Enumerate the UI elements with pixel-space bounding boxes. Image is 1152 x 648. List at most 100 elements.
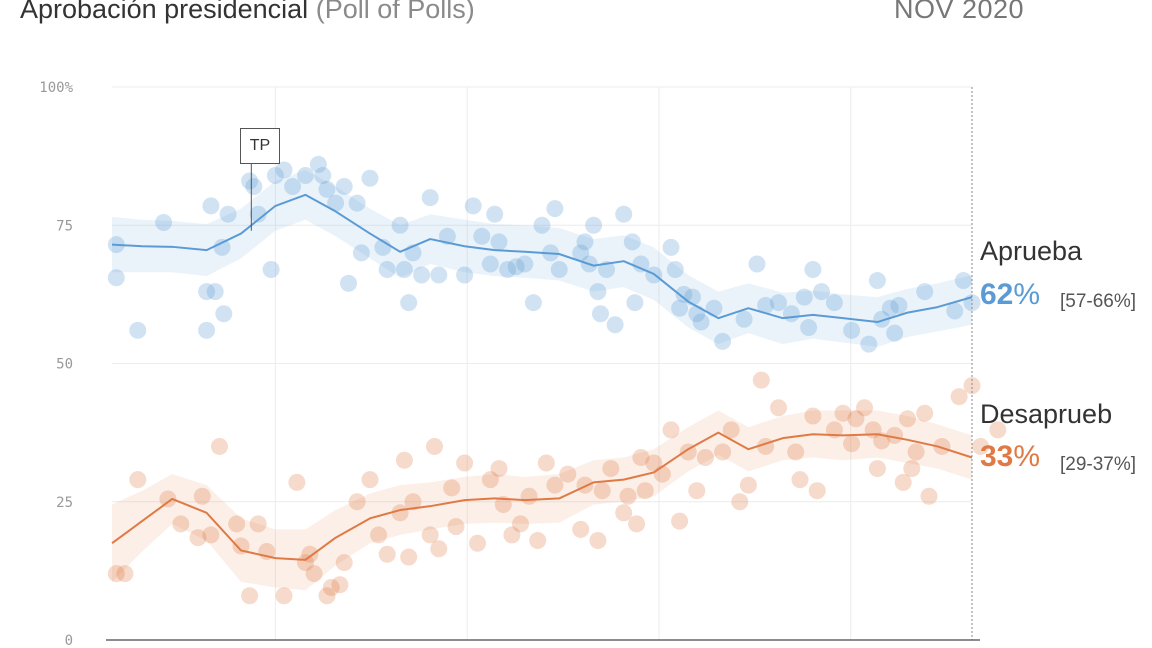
disapprove-poll-point-89 xyxy=(916,404,934,422)
tp-annotation: TP xyxy=(240,128,280,164)
approve-trend-line xyxy=(111,193,973,324)
approve-poll-point-55 xyxy=(585,216,603,234)
y-tick-label-50: 50 xyxy=(56,357,73,373)
approve-poll-point-31 xyxy=(395,260,413,278)
approve-poll-point-0 xyxy=(107,269,125,287)
disapprove-poll-point-7 xyxy=(202,526,220,544)
approve-poll-point-9 xyxy=(213,238,231,256)
confidence-bands xyxy=(112,169,972,591)
disapprove-poll-point-25 xyxy=(370,526,388,544)
approve-poll-point-53 xyxy=(576,233,594,251)
disapprove-poll-point-61 xyxy=(671,512,689,530)
disapprove-poll-point-28 xyxy=(395,451,413,469)
disapprove-poll-point-75 xyxy=(808,482,826,500)
disapprove-poll-point-67 xyxy=(731,493,749,511)
approve-poll-point-21 xyxy=(318,180,336,198)
disapprove-trend-line xyxy=(111,431,973,561)
disapprove-poll-point-95 xyxy=(989,421,1007,439)
approve-poll-point-52 xyxy=(572,244,590,262)
y-tick-label-25: 25 xyxy=(56,495,73,511)
approve-poll-point-91 xyxy=(916,283,934,301)
disapprove-value-unit: % xyxy=(1013,440,1041,473)
approve-poll-point-41 xyxy=(481,255,499,273)
poll-points xyxy=(107,155,1007,605)
disapprove-poll-point-58 xyxy=(645,454,663,472)
disapprove-value-number: 33 xyxy=(980,440,1014,473)
approve-poll-point-34 xyxy=(413,266,431,284)
approve-poll-point-6 xyxy=(202,197,220,215)
disapprove-poll-point-24 xyxy=(361,471,379,489)
approve-poll-point-62 xyxy=(626,294,644,312)
disapprove-poll-point-41 xyxy=(503,526,521,544)
approve-poll-point-63 xyxy=(632,255,650,273)
disapprove-poll-point-39 xyxy=(490,460,508,478)
disapprove-poll-point-71 xyxy=(770,399,787,417)
approve-poll-point-18 xyxy=(297,166,314,184)
approve-poll-point-32 xyxy=(400,294,418,312)
approve-poll-point-10 xyxy=(219,205,237,223)
approve-poll-point-37 xyxy=(438,227,456,245)
disapprove-poll-point-15 xyxy=(288,473,306,491)
approve-poll-point-65 xyxy=(662,238,680,256)
disapprove-poll-point-23 xyxy=(348,493,366,511)
disapprove-poll-point-94 xyxy=(972,437,990,455)
approve-poll-point-26 xyxy=(352,244,370,262)
disapprove-poll-point-85 xyxy=(894,473,912,491)
approve-poll-point-4 xyxy=(198,283,216,301)
disapprove-poll-point-22 xyxy=(335,554,353,572)
approve-value-number: 62 xyxy=(980,278,1014,311)
approve-poll-point-38 xyxy=(456,266,474,284)
approve-poll-point-75 xyxy=(748,255,766,273)
approve-poll-point-92 xyxy=(946,302,964,320)
disapprove-poll-point-51 xyxy=(593,482,611,500)
approve-poll-point-42 xyxy=(486,205,504,223)
disapprove-poll-point-44 xyxy=(529,531,547,549)
approve-poll-point-80 xyxy=(800,319,818,337)
disapprove-poll-point-63 xyxy=(688,482,706,500)
disapprove-poll-point-10 xyxy=(232,537,250,555)
disapprove-poll-point-93 xyxy=(963,377,981,395)
disapprove-poll-point-26 xyxy=(378,545,396,563)
approve-poll-point-27 xyxy=(361,169,379,187)
approve-poll-point-16 xyxy=(275,161,293,179)
approve-poll-point-24 xyxy=(340,274,357,292)
disapprove-poll-point-5 xyxy=(189,529,207,547)
approve-poll-point-7 xyxy=(206,283,224,301)
approve-poll-point-40 xyxy=(473,227,491,245)
disapprove-poll-point-19 xyxy=(318,587,336,605)
disapprove-poll-point-82 xyxy=(868,460,886,478)
disapprove-poll-point-31 xyxy=(421,526,439,544)
approve-poll-point-22 xyxy=(327,194,345,212)
disapprove-series-label: Desaprueb xyxy=(980,399,1113,429)
disapprove-poll-point-66 xyxy=(722,421,740,439)
disapprove-poll-point-4 xyxy=(172,515,190,533)
disapprove-poll-point-12 xyxy=(249,515,267,533)
approve-poll-point-89 xyxy=(886,324,904,342)
disapprove-poll-point-90 xyxy=(920,487,938,505)
disapprove-poll-point-34 xyxy=(443,479,461,497)
approve-poll-point-20 xyxy=(314,166,332,184)
disapprove-current-value: 33% xyxy=(980,440,1040,474)
chart-title: Aprobación presidencial (Poll of Polls) xyxy=(20,0,475,25)
approve-poll-point-76 xyxy=(757,296,775,314)
disapprove-poll-point-33 xyxy=(430,540,448,558)
approve-poll-point-43 xyxy=(490,233,508,251)
disapprove-poll-point-88 xyxy=(907,443,925,461)
approve-poll-point-14 xyxy=(262,260,280,278)
approve-poll-point-66 xyxy=(666,260,684,278)
approve-poll-point-73 xyxy=(714,332,732,350)
disapprove-poll-point-68 xyxy=(739,476,757,494)
disapprove-poll-point-32 xyxy=(426,437,443,455)
approve-poll-point-78 xyxy=(782,305,800,323)
approve-poll-point-35 xyxy=(421,189,439,207)
disapprove-poll-point-8 xyxy=(211,437,228,455)
disapprove-poll-point-87 xyxy=(903,460,921,478)
disapprove-poll-point-9 xyxy=(228,515,246,533)
disapprove-range: [29-37%] xyxy=(1060,454,1137,475)
disapprove-poll-point-18 xyxy=(305,565,323,583)
disapprove-confidence-band xyxy=(112,410,972,591)
disapprove-poll-point-46 xyxy=(546,476,564,494)
approve-poll-point-86 xyxy=(868,272,886,290)
approve-poll-point-48 xyxy=(533,216,551,234)
approve-poll-point-13 xyxy=(249,205,267,223)
